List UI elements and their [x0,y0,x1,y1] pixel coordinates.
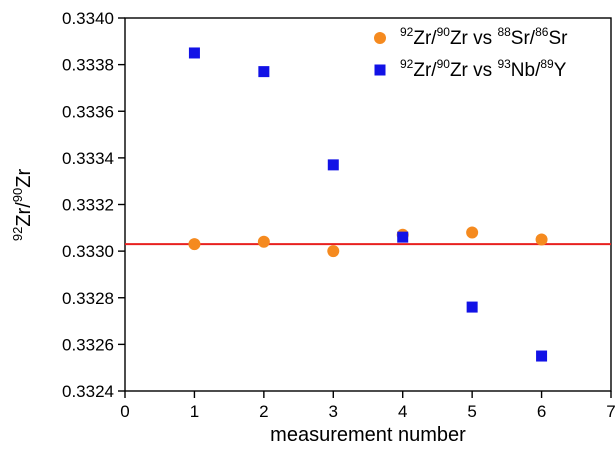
superscript: 90 [437,25,451,39]
data-point-series-2 [258,66,270,78]
text-part: Zr/ [13,202,35,227]
y-tick-label: 0.3340 [62,9,114,28]
text-part: Zr vs [450,28,498,49]
superscript: 93 [497,57,511,71]
legend-label-series-1: 92Zr/90Zr vs 88Sr/86Sr [400,25,568,49]
x-tick-label: 0 [120,402,129,421]
data-point-series-1 [535,233,548,246]
superscript: 88 [497,25,511,39]
y-tick-label: 0.3338 [62,56,114,75]
y-tick-label: 0.3334 [62,149,114,168]
x-axis: 0 1 2 3 4 5 6 7 [120,391,616,421]
y-axis-title: 92Zr/90Zr [10,169,35,242]
y-axis: 0.3324 0.3326 0.3328 0.3330 0.3332 0.3334 0.33… [62,9,125,401]
text-part: Sr [548,28,568,49]
plot-area [124,17,612,392]
data-point-series-2 [536,350,548,362]
x-tick-label: 6 [537,402,546,421]
y-tick-label: 0.3328 [62,289,114,308]
x-tick-label: 5 [467,402,476,421]
superscript: 89 [540,57,554,71]
y-tick-label: 0.3330 [62,242,114,261]
text-part: Zr/ [413,28,437,49]
text-part: Sr/ [511,28,536,49]
data-point-series-2 [327,159,339,171]
superscript: 92 [400,57,414,71]
x-tick-label: 3 [329,402,338,421]
data-point-series-1 [188,238,201,251]
x-tick-label: 1 [190,402,199,421]
superscript: 92 [400,25,414,39]
data-point-series-1 [257,235,270,248]
superscript: 90 [437,57,451,71]
superscript: 86 [535,25,549,39]
text-part: Nb/ [511,60,541,81]
y-tick-label: 0.3332 [62,196,114,215]
superscript: 90 [10,188,25,202]
x-tick-label: 2 [259,402,268,421]
text-part: Y [554,60,567,81]
legend-label-series-2: 92Zr/90Zr vs 93Nb/89Y [400,57,567,81]
text-part: Zr vs [450,60,498,81]
legend-marker-series-2 [374,64,386,76]
y-tick-label: 0.3336 [62,102,114,121]
y-tick-label: 0.3326 [62,335,114,354]
superscript: 92 [10,227,25,241]
data-point-series-1 [466,226,479,239]
data-point-series-2 [397,231,409,243]
text-part: Zr [13,169,35,188]
data-point-series-2 [188,47,200,59]
legend-marker-series-1 [374,32,386,44]
text-part: Zr/ [413,60,437,81]
y-tick-label: 0.3324 [62,382,114,401]
data-point-series-2 [466,301,478,313]
series-layer [188,47,548,362]
x-tick-label: 4 [398,402,407,421]
x-axis-title: measurement number [270,424,466,446]
data-point-series-1 [327,245,340,258]
x-tick-label: 7 [606,402,615,421]
